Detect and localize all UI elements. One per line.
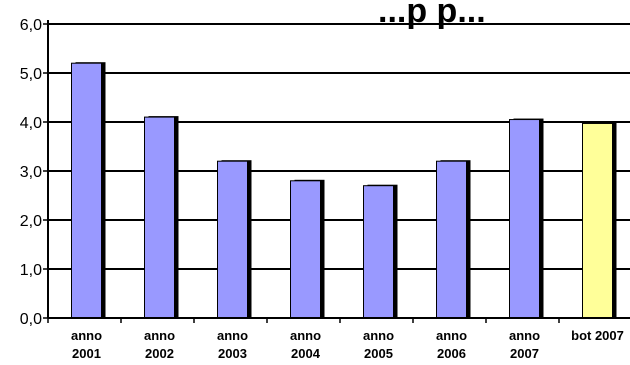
y-tick-labels: 0,0 1,0 2,0 3,0 4,0 5,0 6,0	[20, 17, 42, 328]
y-tick-label: 3,0	[20, 164, 42, 181]
bars	[71, 62, 617, 319]
x-tick-label: anno 2002	[144, 328, 175, 361]
bar	[363, 185, 394, 319]
x-tick-label: anno 2003	[217, 328, 248, 361]
chart-title: ...p p...	[378, 0, 486, 30]
x-tick-label: anno 2005	[363, 328, 394, 361]
bar	[71, 62, 102, 319]
bar	[290, 180, 321, 319]
bar	[217, 160, 248, 319]
y-tick-label: 4,0	[20, 115, 42, 132]
x-tick-label: anno 2007	[509, 328, 540, 361]
x-tick-label: anno 2001	[71, 328, 102, 361]
x-tick-label: bot 2007	[571, 328, 624, 343]
bar	[582, 122, 613, 319]
y-tick-label: 5,0	[20, 66, 42, 83]
y-tick-label: 2,0	[20, 213, 42, 230]
bar	[144, 116, 175, 319]
y-tick-label: 6,0	[20, 17, 42, 34]
x-tick-labels: anno 2001 anno 2002 anno 2003 anno 2004 anno 2005…	[71, 328, 624, 361]
bar	[436, 160, 467, 319]
bar	[509, 119, 540, 319]
x-tick-label: anno 2006	[436, 328, 467, 361]
x-tick-label: anno 2004	[290, 328, 321, 361]
y-tick-label: 0,0	[20, 311, 42, 328]
axes	[47, 20, 630, 323]
y-tick-label: 1,0	[20, 262, 42, 279]
